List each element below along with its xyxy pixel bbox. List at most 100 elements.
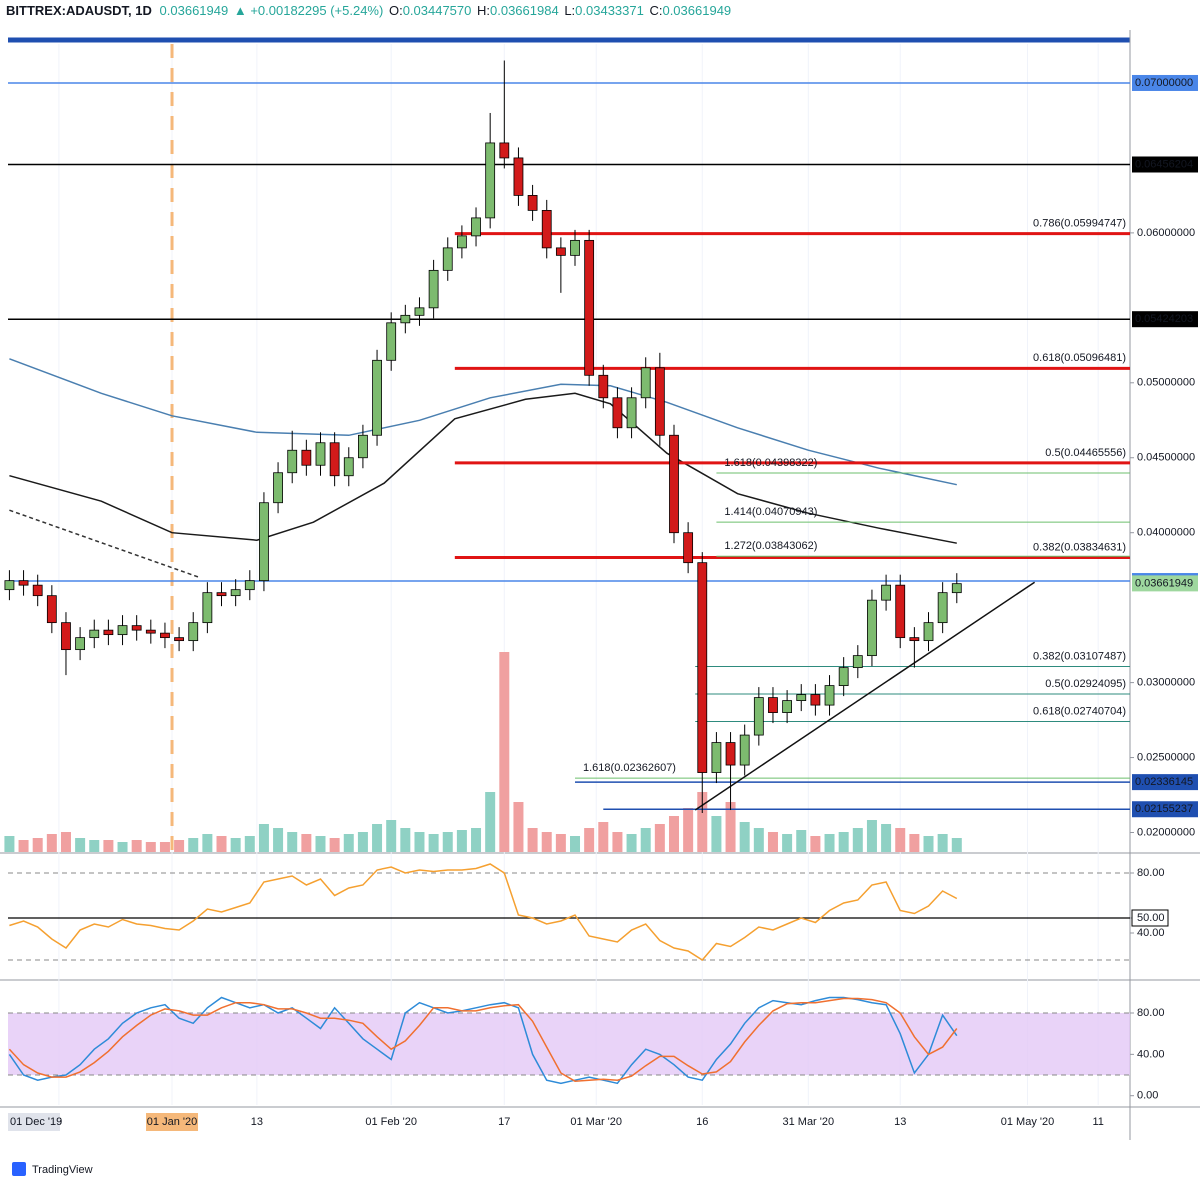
- x-tick-label: 16: [696, 1116, 708, 1128]
- volume-bar: [937, 834, 948, 852]
- level-label-box: [1132, 801, 1198, 818]
- l-label: L:: [564, 3, 575, 18]
- x-tick-label: 01 Jan '20: [147, 1116, 197, 1128]
- candle-body: [202, 592, 213, 624]
- volume-bar: [881, 824, 892, 852]
- volume-bar: [852, 828, 863, 852]
- volume-bar: [273, 828, 284, 852]
- volume-bar: [640, 828, 651, 852]
- fib-label: 1.618(0.04398322): [724, 457, 817, 469]
- candle-body: [456, 235, 467, 249]
- candle-body: [584, 239, 595, 376]
- change: ▲ +0.00182295 (+5.24%): [234, 3, 383, 18]
- symbol: BITTREX:ADAUSDT, 1D: [6, 3, 152, 18]
- candle-body: [188, 622, 199, 642]
- candle-body: [89, 629, 100, 639]
- x-left-label: 01 Dec '19: [10, 1116, 62, 1128]
- volume-bar: [796, 830, 807, 852]
- level-label-box: [1132, 774, 1198, 791]
- x-tick-highlight: [146, 1113, 199, 1131]
- volume-bar: [654, 824, 665, 852]
- candle-body: [160, 632, 170, 639]
- volume-bar: [810, 836, 821, 852]
- volume-bar: [555, 834, 566, 852]
- candle-body: [768, 697, 778, 713]
- candle-body: [796, 694, 807, 701]
- volume-bar: [230, 838, 241, 852]
- candle-body: [343, 457, 354, 477]
- y-tick-label: 0.04000000: [1137, 527, 1195, 539]
- y-tick-label: 0.04500000: [1137, 452, 1195, 464]
- x-tick-label: 31 Mar '20: [782, 1116, 834, 1128]
- volume-bar: [18, 840, 29, 852]
- candle-body: [287, 449, 298, 474]
- volume-bar: [584, 828, 595, 852]
- y-tick-label: 50.00: [1137, 912, 1165, 924]
- volume-bar: [46, 834, 57, 852]
- candle-body: [739, 734, 750, 766]
- volume-bar: [753, 828, 764, 852]
- candle-body: [782, 700, 793, 713]
- volume-bar: [824, 834, 835, 852]
- volume-bar: [767, 832, 778, 852]
- volume-bar: [131, 840, 142, 852]
- candle-body: [32, 584, 43, 597]
- candle-body: [145, 629, 156, 634]
- candle-body: [499, 142, 510, 159]
- candle-body: [555, 247, 566, 256]
- volume-bar: [301, 834, 312, 852]
- moving-average: [9, 392, 957, 544]
- candle-body: [570, 239, 580, 256]
- volume-bar: [4, 836, 15, 852]
- candle-body: [61, 622, 71, 651]
- volume-bar: [782, 834, 793, 852]
- fib-label: 0.786(0.05994747): [1033, 218, 1126, 230]
- fib-label: 0.382(0.03834631): [1033, 541, 1126, 553]
- level-label: 0.07000000: [1135, 77, 1193, 89]
- y-tick-label: 0.02000000: [1137, 826, 1195, 838]
- candle-body: [372, 359, 382, 436]
- brand-logo: [12, 1162, 26, 1176]
- candle-body: [117, 625, 128, 636]
- candle-body: [541, 209, 552, 249]
- volume-bar: [697, 792, 708, 852]
- brand: TradingView: [32, 1164, 93, 1176]
- fib-label: 1.414(0.04070943): [724, 506, 817, 518]
- candle-body: [75, 637, 86, 651]
- fib-label: 0.618(0.05096481): [1033, 352, 1126, 364]
- y-tick-label: 0.06000000: [1137, 227, 1195, 239]
- candle-body: [485, 142, 496, 219]
- candle-body: [895, 584, 906, 639]
- trendline: [694, 581, 1036, 811]
- volume-bar: [626, 834, 637, 852]
- candle-body: [881, 584, 891, 601]
- l-value: 0.03433371: [575, 3, 644, 18]
- volume-bar: [485, 792, 496, 852]
- candle-body: [442, 247, 453, 271]
- y-tick-label: 80.00: [1137, 867, 1165, 879]
- level-label-box: [1132, 575, 1198, 592]
- y-tick-box: [1131, 909, 1169, 927]
- candle-body: [683, 532, 694, 564]
- candle-body: [131, 625, 142, 631]
- candle-body: [259, 502, 269, 582]
- volume-bar: [456, 830, 467, 852]
- volume-bar: [315, 836, 326, 852]
- volume-bar: [442, 832, 453, 852]
- volume-bar: [372, 824, 383, 852]
- fib-label: 0.618(0.02740704): [1033, 705, 1126, 717]
- x-tick-label: 01 Mar '20: [570, 1116, 622, 1128]
- candle-body: [471, 217, 481, 237]
- volume-bar: [471, 828, 482, 852]
- candle-body: [428, 269, 439, 309]
- volume-bar: [612, 832, 623, 852]
- candle-body: [852, 655, 863, 669]
- candle-body: [315, 442, 326, 466]
- candle-body: [867, 599, 877, 657]
- indicator-line: [9, 863, 958, 961]
- candle-body: [301, 449, 312, 466]
- volume-bar: [527, 828, 538, 852]
- volume-bar: [400, 828, 411, 852]
